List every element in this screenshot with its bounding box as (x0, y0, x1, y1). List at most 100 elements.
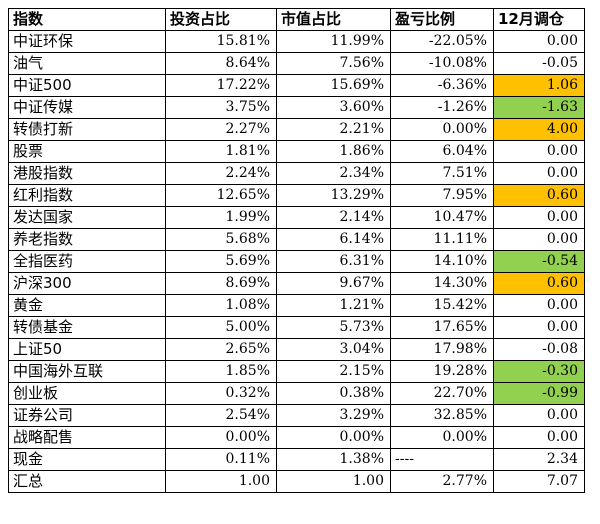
header-profit-loss: 盈亏比例 (390, 8, 494, 31)
cell-profit-loss: -10.08% (390, 52, 494, 75)
cell-index-name: 黄金 (8, 294, 166, 317)
allocation-table-container: 指数 投资占比 市值占比 盈亏比例 12月调仓 中证环保 15.81% 11.99%… (8, 8, 585, 516)
cell-market-share: 11.99% (276, 30, 391, 53)
cell-investment-share: 0.00% (165, 426, 277, 449)
header-market-share: 市值占比 (276, 8, 391, 31)
cell-december-adjustment: 0.00 (493, 316, 585, 339)
cell-market-share: 6.14% (276, 228, 391, 251)
cell-index-name: 发达国家 (8, 206, 166, 229)
cell-investment-share: 2.24% (165, 162, 277, 185)
table-row: 股票 1.81% 1.86% 6.04% 0.00 (8, 140, 585, 163)
table-row: 沪深300 8.69% 9.67% 14.30% 0.60 (8, 272, 585, 295)
cell-investment-share: 5.00% (165, 316, 277, 339)
cell-market-share: 0.00% (276, 426, 391, 449)
cell-investment-share: 1.81% (165, 140, 277, 163)
cell-market-share: 9.67% (276, 272, 391, 295)
cell-market-share: 0.38% (276, 382, 391, 405)
cell-december-adjustment: 4.00 (493, 118, 585, 141)
cell-profit-loss: 6.04% (390, 140, 494, 163)
cell-profit-loss: 14.10% (390, 250, 494, 273)
cell-index-name: 养老指数 (8, 228, 166, 251)
cell-december-adjustment: 0.00 (493, 426, 585, 449)
table-row: 油气 8.64% 7.56% -10.08% -0.05 (8, 52, 585, 75)
cell-profit-loss: 22.70% (390, 382, 494, 405)
cell-market-share: 7.56% (276, 52, 391, 75)
cell-index-name: 现金 (8, 448, 166, 471)
cell-investment-share: 1.00 (165, 470, 277, 493)
table-row: 中证500 17.22% 15.69% -6.36% 1.06 (8, 74, 585, 97)
table-row: 转债打新 2.27% 2.21% 0.00% 4.00 (8, 118, 585, 141)
cell-december-adjustment: -0.30 (493, 360, 585, 383)
cell-index-name: 中国海外互联 (8, 360, 166, 383)
cell-market-share: 1.21% (276, 294, 391, 317)
cell-index-name: 全指医药 (8, 250, 166, 273)
cell-index-name: 汇总 (8, 470, 166, 493)
table-row: 中国海外互联 1.85% 2.15% 19.28% -0.30 (8, 360, 585, 383)
header-investment-share: 投资占比 (165, 8, 277, 31)
table-row: 红利指数 12.65% 13.29% 7.95% 0.60 (8, 184, 585, 207)
cell-december-adjustment: 0.00 (493, 162, 585, 185)
cell-market-share: 1.86% (276, 140, 391, 163)
cell-investment-share: 1.85% (165, 360, 277, 383)
cell-index-name: 红利指数 (8, 184, 166, 207)
cell-investment-share: 5.68% (165, 228, 277, 251)
cell-index-name: 股票 (8, 140, 166, 163)
table-row: 黄金 1.08% 1.21% 15.42% 0.00 (8, 294, 585, 317)
table-row: 养老指数 5.68% 6.14% 11.11% 0.00 (8, 228, 585, 251)
table-row: 中证传媒 3.75% 3.60% -1.26% -1.63 (8, 96, 585, 119)
cell-december-adjustment: 0.00 (493, 206, 585, 229)
header-index: 指数 (8, 8, 166, 31)
cell-index-name: 中证500 (8, 74, 166, 97)
cell-index-name: 油气 (8, 52, 166, 75)
cell-december-adjustment: 2.34 (493, 448, 585, 471)
cell-december-adjustment: 0.00 (493, 30, 585, 53)
cell-investment-share: 5.69% (165, 250, 277, 273)
cell-december-adjustment: 0.60 (493, 184, 585, 207)
cell-profit-loss: -22.05% (390, 30, 494, 53)
cell-market-share: 1.38% (276, 448, 391, 471)
cell-profit-loss: 0.00% (390, 118, 494, 141)
cell-profit-loss: ---- (390, 448, 494, 471)
cell-profit-loss: 10.47% (390, 206, 494, 229)
table-row: 现金 0.11% 1.38% ---- 2.34 (8, 448, 585, 471)
cell-profit-loss: 11.11% (390, 228, 494, 251)
cell-index-name: 证券公司 (8, 404, 166, 427)
table-row: 战略配售 0.00% 0.00% 0.00% 0.00 (8, 426, 585, 449)
cell-market-share: 6.31% (276, 250, 391, 273)
cell-december-adjustment: 0.00 (493, 404, 585, 427)
header-december-adjustment: 12月调仓 (493, 8, 585, 31)
cell-profit-loss: 7.95% (390, 184, 494, 207)
cell-profit-loss: 17.65% (390, 316, 494, 339)
cell-december-adjustment: 1.06 (493, 74, 585, 97)
cell-index-name: 沪深300 (8, 272, 166, 295)
cell-index-name: 中证传媒 (8, 96, 166, 119)
cell-december-adjustment: -0.08 (493, 338, 585, 361)
cell-investment-share: 12.65% (165, 184, 277, 207)
cell-december-adjustment: 0.00 (493, 228, 585, 251)
cell-index-name: 战略配售 (8, 426, 166, 449)
cell-december-adjustment: 0.60 (493, 272, 585, 295)
cell-investment-share: 1.99% (165, 206, 277, 229)
cell-profit-loss: -1.26% (390, 96, 494, 119)
cell-profit-loss: 15.42% (390, 294, 494, 317)
cell-investment-share: 2.27% (165, 118, 277, 141)
cell-investment-share: 2.65% (165, 338, 277, 361)
cell-profit-loss: 32.85% (390, 404, 494, 427)
cell-market-share: 3.60% (276, 96, 391, 119)
cell-market-share: 13.29% (276, 184, 391, 207)
cell-december-adjustment: -0.54 (493, 250, 585, 273)
table-row: 港股指数 2.24% 2.34% 7.51% 0.00 (8, 162, 585, 185)
table-row: 转债基金 5.00% 5.73% 17.65% 0.00 (8, 316, 585, 339)
cell-index-name: 上证50 (8, 338, 166, 361)
table-header-row: 指数 投资占比 市值占比 盈亏比例 12月调仓 (8, 8, 585, 31)
table-row: 上证50 2.65% 3.04% 17.98% -0.08 (8, 338, 585, 361)
cell-profit-loss: 7.51% (390, 162, 494, 185)
cell-investment-share: 8.64% (165, 52, 277, 75)
cell-market-share: 3.04% (276, 338, 391, 361)
cell-index-name: 创业板 (8, 382, 166, 405)
cell-profit-loss: 19.28% (390, 360, 494, 383)
cell-investment-share: 3.75% (165, 96, 277, 119)
table-row: 全指医药 5.69% 6.31% 14.10% -0.54 (8, 250, 585, 273)
cell-investment-share: 0.11% (165, 448, 277, 471)
cell-december-adjustment: 7.07 (493, 470, 585, 493)
